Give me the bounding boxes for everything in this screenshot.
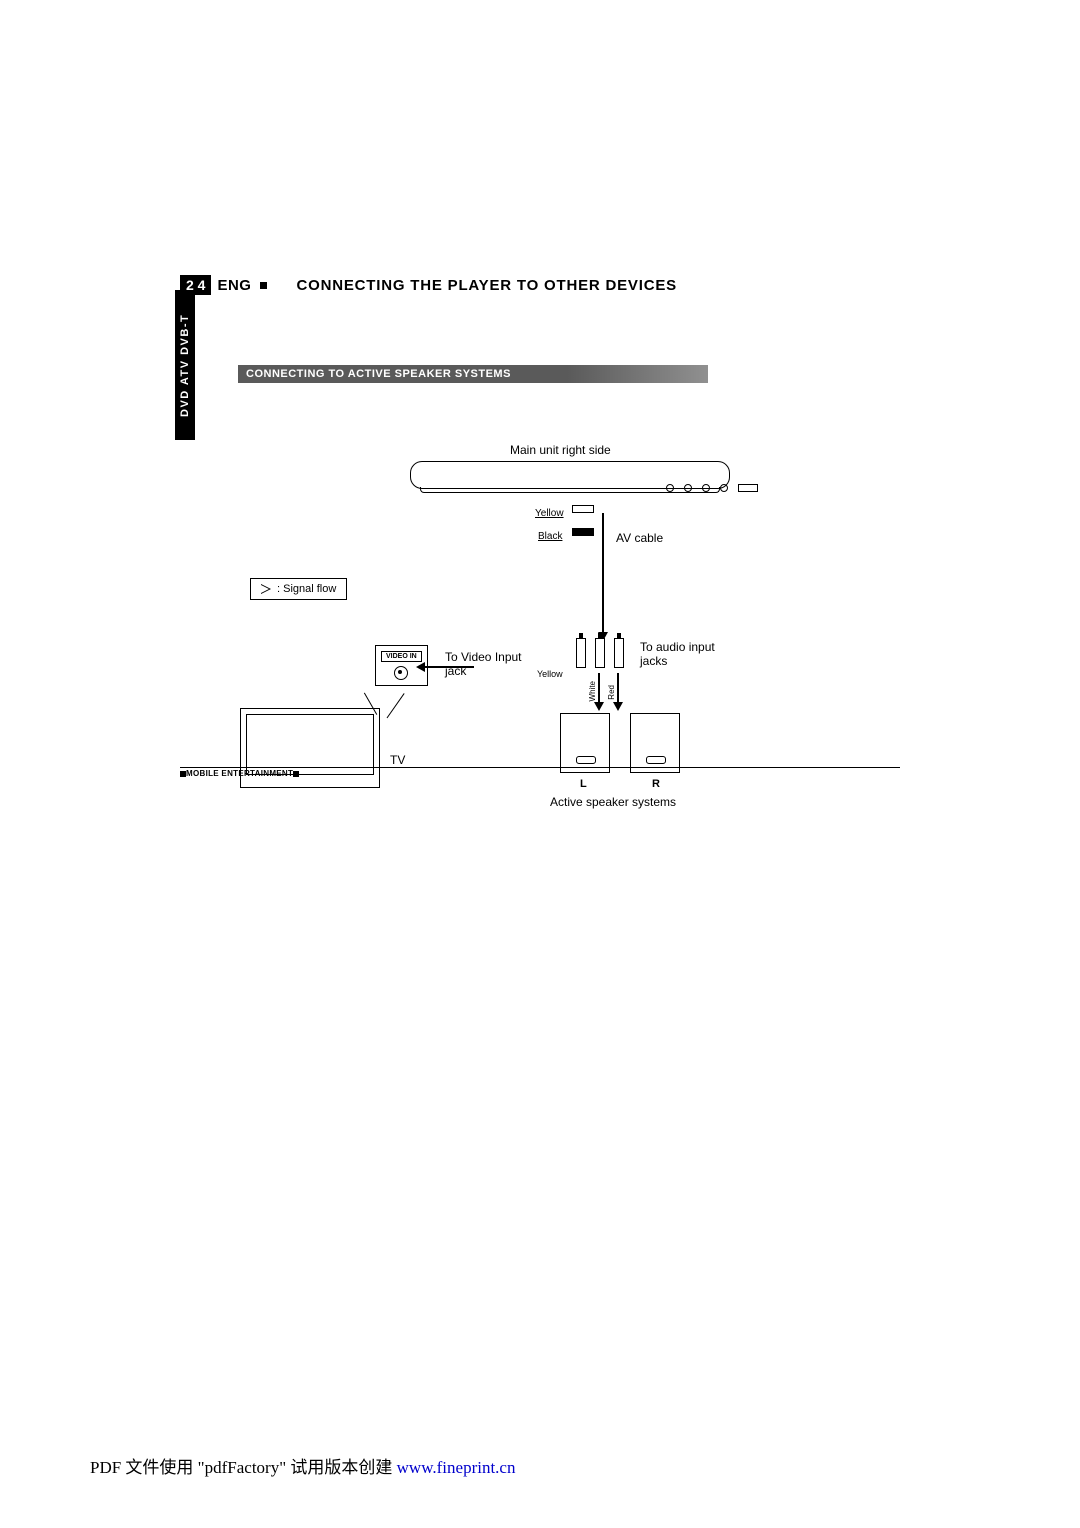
section-header: CONNECTING TO ACTIVE SPEAKER SYSTEMS bbox=[238, 365, 708, 383]
plug-down-icon bbox=[614, 638, 624, 668]
port-icon bbox=[720, 484, 728, 492]
callout-line bbox=[387, 693, 406, 719]
bullet-icon bbox=[260, 282, 267, 289]
speaker-r-label: R bbox=[652, 778, 660, 790]
tv-screen bbox=[246, 714, 374, 775]
red-vert-label: Red bbox=[607, 685, 616, 700]
language-code: ENG bbox=[217, 277, 251, 294]
footer: MOBILE ENTERTAINMENT bbox=[180, 767, 900, 778]
cable-arrow-icon bbox=[602, 513, 604, 633]
plug-black-icon bbox=[572, 528, 594, 536]
speaker-l-label: L bbox=[580, 778, 587, 790]
bottom-link[interactable]: www.fineprint.cn bbox=[397, 1458, 516, 1477]
main-unit-label: Main unit right side bbox=[510, 443, 611, 457]
plug-down-icon bbox=[576, 638, 586, 668]
signal-arrow-icon bbox=[261, 584, 271, 594]
active-speakers-label: Active speaker systems bbox=[550, 795, 676, 809]
page-title: CONNECTING THE PLAYER TO OTHER DEVICES bbox=[296, 277, 676, 294]
bottom-prefix: PDF 文件使用 "pdfFactory" 试用版本创建 bbox=[90, 1458, 397, 1477]
to-audio-label: To audio input jacks bbox=[640, 640, 715, 669]
arrow-down-icon bbox=[617, 673, 619, 703]
plug-down-icon bbox=[595, 638, 605, 668]
to-video-label: To Video Input jack bbox=[445, 650, 522, 679]
bottom-note: PDF 文件使用 "pdfFactory" 试用版本创建 www.finepri… bbox=[90, 1453, 515, 1478]
square-icon bbox=[293, 771, 299, 777]
side-tab: DVD ATV DVB-T bbox=[175, 290, 195, 440]
arrow-left-icon bbox=[424, 666, 474, 668]
signal-flow-legend: : Signal flow bbox=[250, 578, 347, 600]
speaker-right-icon bbox=[630, 713, 680, 773]
header-row: 2 4 ENG CONNECTING THE PLAYER TO OTHER D… bbox=[180, 275, 900, 295]
signal-flow-text: : Signal flow bbox=[277, 583, 336, 595]
connection-diagram: Main unit right side Yellow Black AV cab… bbox=[240, 443, 840, 883]
player-unit bbox=[410, 461, 730, 489]
plug-yellow-icon bbox=[572, 505, 594, 513]
yellow-label: Yellow bbox=[535, 508, 564, 519]
video-in-label: VIDEO IN bbox=[381, 651, 422, 662]
black-label: Black bbox=[538, 531, 562, 542]
white-vert-label: White bbox=[588, 681, 597, 701]
speaker-left-icon bbox=[560, 713, 610, 773]
av-cable-label: AV cable bbox=[616, 531, 663, 545]
arrow-down-icon bbox=[598, 673, 600, 703]
player-base bbox=[420, 487, 720, 493]
video-jack-icon bbox=[394, 666, 408, 680]
tv-label: TV bbox=[390, 753, 405, 767]
yellow2-label: Yellow bbox=[537, 669, 563, 679]
port-rect-icon bbox=[738, 484, 758, 492]
footer-text: MOBILE ENTERTAINMENT bbox=[186, 769, 293, 778]
